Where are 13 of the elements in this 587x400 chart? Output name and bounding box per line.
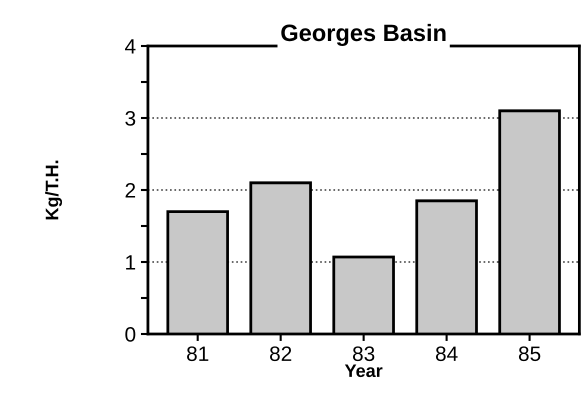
x-tick-label: 82 bbox=[270, 346, 292, 362]
chart-title: Georges Basin bbox=[281, 24, 446, 46]
y-tick-label: 3 bbox=[125, 111, 136, 126]
x-tick-label: 83 bbox=[352, 346, 374, 362]
x-axis-title: Year bbox=[344, 364, 382, 378]
y-tick-label: 0 bbox=[125, 327, 136, 342]
x-tick-label: 85 bbox=[518, 346, 540, 362]
y-tick-label: 1 bbox=[126, 255, 136, 270]
y-tick-label: 2 bbox=[126, 183, 136, 198]
x-tick-label: 81 bbox=[187, 346, 208, 362]
x-tick-label: 84 bbox=[436, 346, 458, 362]
y-axis-title: Kg/T.H. bbox=[45, 160, 62, 220]
y-tick-label: 4 bbox=[125, 39, 136, 54]
